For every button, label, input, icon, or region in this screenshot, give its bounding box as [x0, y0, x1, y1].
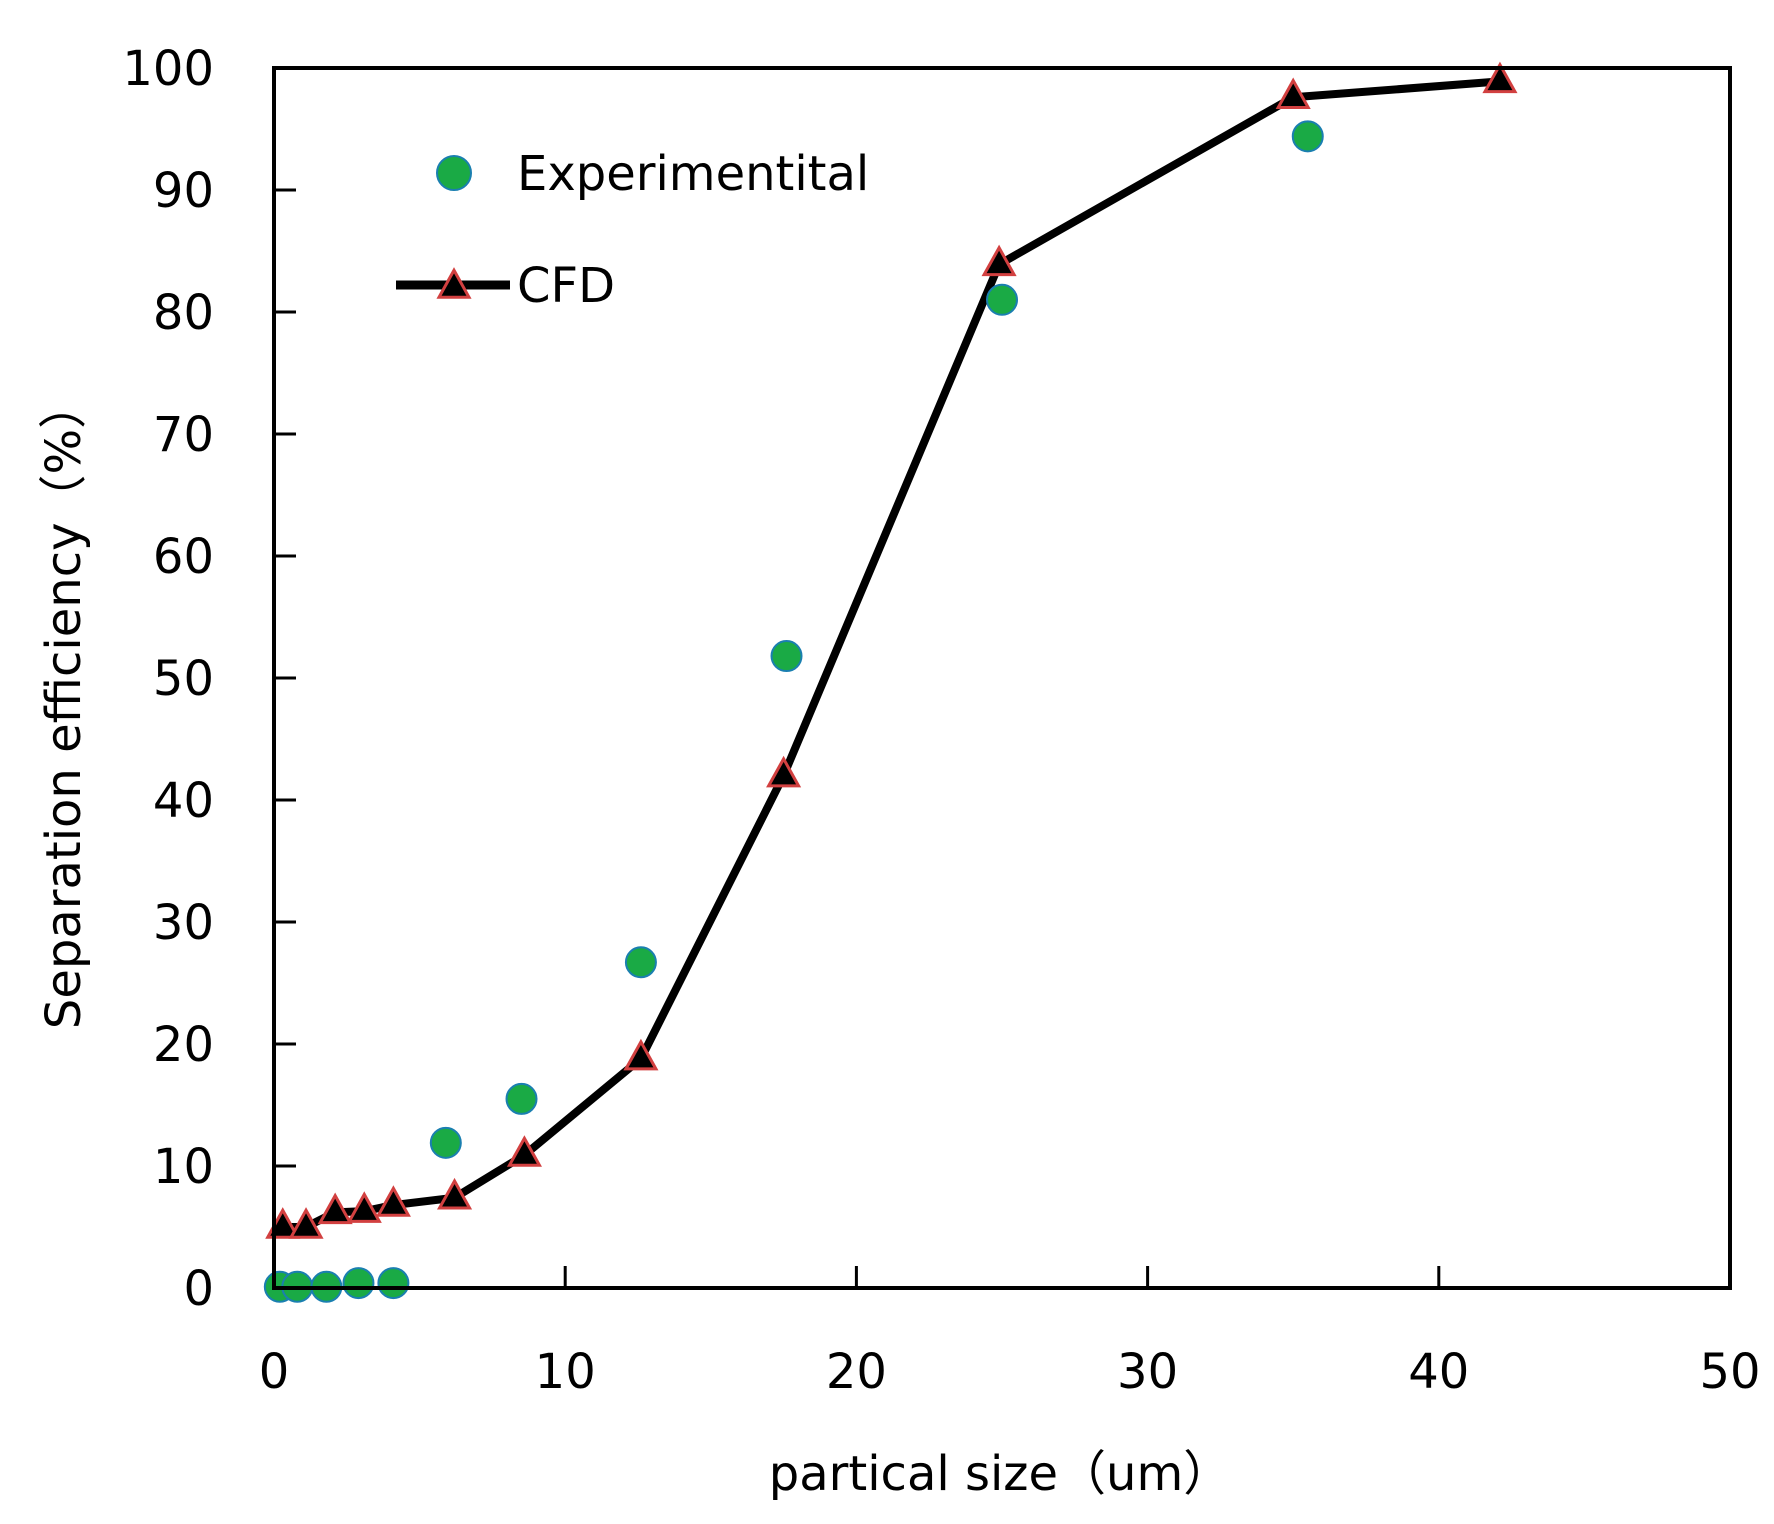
- x-tick-label: 30: [1117, 1344, 1178, 1400]
- y-tick-label: 70: [153, 407, 214, 463]
- y-tick-label: 60: [153, 529, 214, 585]
- experimental-point: [624, 946, 657, 979]
- cfd-point: [506, 1135, 542, 1167]
- x-tick-label: 40: [1408, 1344, 1469, 1400]
- cfd-point: [288, 1207, 324, 1239]
- y-axis-ticks: 0 10 20 30 40 50 60 70 80 90 100: [122, 41, 296, 1317]
- experimental-series: [263, 120, 1324, 1303]
- cfd-point: [981, 244, 1017, 277]
- cfd-point: [623, 1038, 659, 1071]
- experimental-point: [342, 1267, 375, 1300]
- cfd-point: [436, 1177, 473, 1210]
- y-tick-label: 90: [153, 163, 214, 219]
- experimental-point: [429, 1126, 462, 1159]
- cfd-point: [1275, 77, 1311, 110]
- plot-frame: [272, 66, 1732, 1290]
- y-tick-label: 80: [153, 285, 214, 341]
- cfd-series: [265, 61, 1518, 1239]
- y-tick-label: 10: [153, 1139, 214, 1195]
- y-tick-label: 100: [122, 41, 214, 97]
- y-tick-label: 50: [153, 651, 214, 707]
- legend-experimental-label: Experimentital: [517, 146, 869, 202]
- legend: Experimentital CFD: [396, 146, 869, 314]
- experimental-point: [505, 1082, 538, 1115]
- experimental-point: [770, 640, 803, 673]
- cfd-point: [346, 1191, 382, 1223]
- x-tick-label: 0: [259, 1344, 290, 1400]
- experimental-point: [986, 283, 1018, 316]
- cfd-point: [1482, 61, 1518, 94]
- y-tick-label: 30: [153, 895, 214, 951]
- y-axis-title: Separation efficiency（%）: [36, 381, 92, 1029]
- y-tick-label: 0: [183, 1261, 214, 1317]
- x-tick-label: 20: [826, 1344, 887, 1400]
- cfd-point: [766, 755, 802, 788]
- x-axis-title: partical size（um）: [769, 1446, 1231, 1502]
- x-axis-ticks: 0 10 20 30 40 50: [259, 1266, 1761, 1400]
- x-tick-label: 10: [535, 1344, 596, 1400]
- legend-experimental-marker: [436, 155, 472, 191]
- cfd-point: [317, 1192, 353, 1225]
- experimental-point: [377, 1267, 410, 1300]
- y-tick-label: 20: [153, 1017, 214, 1073]
- experimental-point: [1291, 120, 1324, 153]
- legend-cfd-marker: [436, 267, 472, 299]
- y-tick-label: 40: [153, 773, 214, 829]
- cfd-point: [375, 1185, 411, 1217]
- legend-cfd-label: CFD: [517, 258, 615, 314]
- x-tick-label: 50: [1699, 1344, 1760, 1400]
- cfd-line: [282, 77, 1501, 1231]
